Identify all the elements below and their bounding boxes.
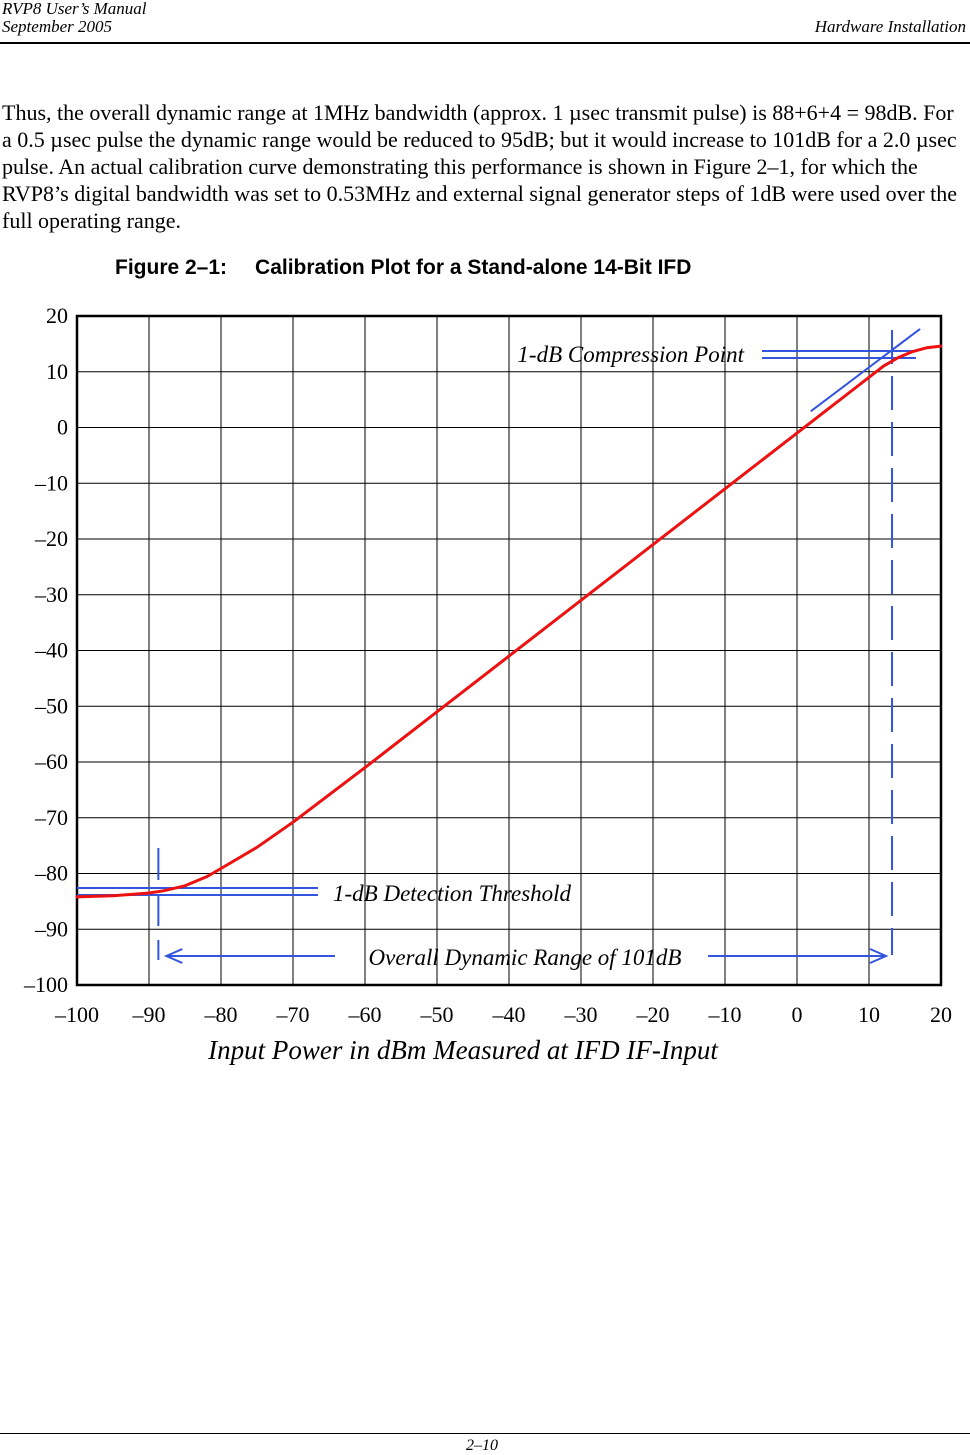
chart-grid (75, 314, 943, 987)
x-tick-label: –30 (564, 1002, 598, 1027)
x-tick-label: –90 (132, 1002, 166, 1027)
x-tick-label: –60 (348, 1002, 382, 1027)
threshold-label: 1-dB Detection Threshold (333, 881, 572, 906)
figure-title: Calibration Plot for a Stand-alone 14-Bi… (255, 256, 692, 279)
manual-title: RVP8 User’s Manual (2, 0, 147, 18)
manual-date: September 2005 (2, 17, 113, 36)
ideal-linear-fit-line (810, 328, 921, 412)
y-tick-label: –60 (34, 749, 68, 774)
header-rule (0, 42, 970, 44)
range-label: Overall Dynamic Range of 101dB (369, 945, 682, 970)
y-tick-label: –40 (34, 638, 68, 663)
x-tick-label: –100 (54, 1002, 99, 1027)
figure-caption: Figure 2–1: Calibration Plot for a Stand-… (115, 256, 691, 280)
x-tick-label: –80 (204, 1002, 238, 1027)
x-tick-label: 10 (858, 1002, 880, 1027)
range-arrowhead-right (869, 948, 889, 964)
x-tick-label: –20 (636, 1002, 670, 1027)
page-number: 2–10 (466, 1437, 498, 1454)
plot-frame (75, 314, 943, 987)
calibration-curve (75, 344, 943, 899)
chart-annotations: 1-dB Compression Point 1-dB Detection Thr… (77, 330, 916, 970)
compression-label: 1-dB Compression Point (517, 342, 744, 367)
running-header-left: RVP8 User’s Manual September 2005 (2, 0, 147, 36)
x-tick-label: –40 (492, 1002, 526, 1027)
y-tick-label: –90 (34, 916, 68, 941)
y-tick-label: –80 (34, 861, 68, 886)
section-title: Hardware Installation (814, 17, 966, 36)
y-tick-label: 10 (46, 359, 68, 384)
range-arrowhead-left (163, 948, 183, 964)
y-tick-label: –20 (34, 526, 68, 551)
y-tick-label: –100 (23, 972, 68, 997)
x-tick-label: –10 (708, 1002, 742, 1027)
x-tick-label: 0 (792, 1002, 803, 1027)
y-tick-label: –50 (34, 693, 68, 718)
chart-series (75, 328, 943, 899)
figure-number: Figure 2–1: (115, 256, 228, 279)
y-tick-label: 20 (46, 303, 68, 328)
y-tick-label: 0 (57, 415, 68, 440)
x-tick-label: 20 (930, 1002, 952, 1027)
footer-rule (0, 1433, 970, 1434)
x-axis-title: Input Power in dBm Measured at IFD IF-In… (207, 1035, 719, 1065)
y-tick-label: –30 (34, 582, 68, 607)
y-tick-label: –10 (34, 470, 68, 495)
y-tick-label: –70 (34, 805, 68, 830)
x-tick-label: –50 (420, 1002, 454, 1027)
body-paragraph: Thus, the overall dynamic range at 1MHz … (2, 100, 958, 233)
chart-tick-labels: –100 –90 –80 –70 –60 –50 –40 –30 –20 –10 0 10 202010… (23, 303, 952, 1027)
x-tick-label: –70 (276, 1002, 310, 1027)
